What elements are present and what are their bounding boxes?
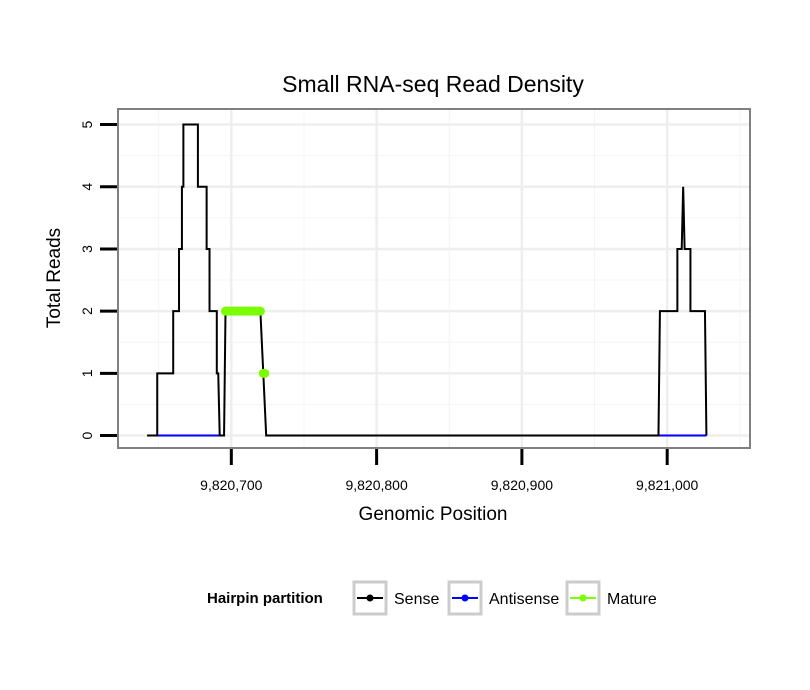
x-tick-label: 9,821,000 <box>636 477 698 493</box>
legend-key-dot <box>579 594 587 602</box>
chart-title: Small RNA-seq Read Density <box>282 71 584 97</box>
legend-entry-antisense: Antisense <box>447 580 559 616</box>
x-axis: 9,820,700 9,820,800 9,820,900 9,821,000 <box>200 449 699 493</box>
legend-entries: Sense Antisense Mature <box>352 580 657 616</box>
x-tick-label: 9,820,700 <box>200 477 262 493</box>
legend-title: Hairpin partition <box>207 590 323 607</box>
grid-lines <box>118 109 750 448</box>
legend-label: Sense <box>394 591 439 608</box>
legend-label: Mature <box>607 591 657 608</box>
series-layer <box>147 123 708 437</box>
legend-entry-sense: Sense <box>352 580 439 616</box>
plot-panel <box>117 108 751 449</box>
mature-point <box>255 306 265 316</box>
y-tick-label: 3 <box>79 245 95 253</box>
panel-background <box>118 109 750 448</box>
y-tick-label: 1 <box>79 369 95 377</box>
sense-line <box>147 123 708 437</box>
panel-border <box>117 108 751 449</box>
y-tick-label: 4 <box>79 183 95 191</box>
y-tick-label: 2 <box>79 307 95 315</box>
y-tick-label: 5 <box>79 120 95 128</box>
legend-label: Antisense <box>489 591 559 608</box>
x-tick-label: 9,820,900 <box>491 477 553 493</box>
legend-key-dot <box>461 594 469 602</box>
y-tick-label: 0 <box>79 431 95 439</box>
legend: Hairpin partition Sense Antisense Mature <box>207 580 657 616</box>
y-axis-title: Total Reads <box>44 228 65 328</box>
legend-entry-mature: Mature <box>565 580 657 616</box>
x-axis-title: Genomic Position <box>359 504 508 525</box>
x-tick-label: 9,820,800 <box>345 477 407 493</box>
mature-point <box>260 368 270 378</box>
legend-key-dot <box>366 594 374 602</box>
y-axis: 0 1 2 3 4 5 <box>79 120 117 439</box>
